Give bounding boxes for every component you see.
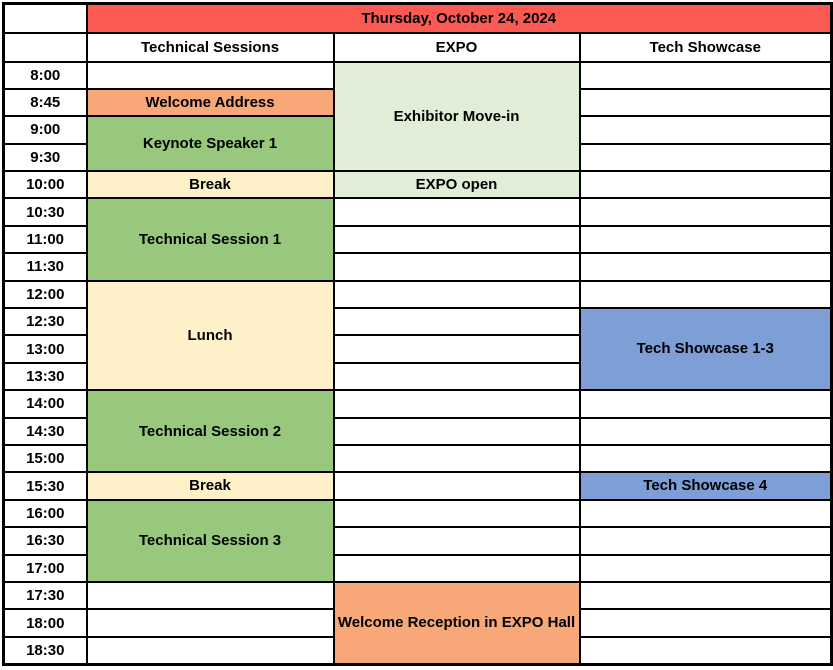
empty-cell: [332, 224, 581, 255]
time-cell: 16:30: [2, 526, 88, 556]
empty-cell: [578, 443, 833, 474]
empty-cell: [578, 553, 833, 583]
empty-cell: [578, 252, 833, 282]
event-keynote-speaker-1: Keynote Speaker 1: [85, 115, 335, 173]
event-exhibitor-move-in: Exhibitor Move-in: [332, 60, 581, 173]
empty-cell: [578, 142, 833, 173]
event-welcome-reception-in-expo-hall: Welcome Reception in EXPO Hall: [332, 580, 581, 666]
time-cell: 16:00: [2, 498, 88, 529]
event-welcome-address: Welcome Address: [85, 87, 335, 118]
time-cell: 14:30: [2, 416, 88, 446]
empty-cell: [332, 553, 581, 583]
schedule-title: Thursday, October 24, 2024: [85, 2, 833, 34]
empty-cell: [85, 635, 335, 666]
time-cell: 18:00: [2, 608, 88, 638]
empty-cell: [332, 526, 581, 556]
time-cell: 10:30: [2, 197, 88, 227]
empty-cell: [85, 580, 335, 611]
empty-cell: [578, 416, 833, 446]
time-cell: 8:00: [2, 60, 88, 90]
empty-cell: [332, 471, 581, 501]
time-cell: 9:30: [2, 142, 88, 173]
empty-cell: [332, 389, 581, 419]
time-cell: 17:00: [2, 553, 88, 583]
empty-cell: [578, 526, 833, 556]
time-cell: 8:45: [2, 87, 88, 118]
column-header-tech-showcase: Tech Showcase: [578, 31, 833, 63]
event-tech-showcase-4: Tech Showcase 4: [578, 471, 833, 501]
empty-cell: [85, 608, 335, 638]
time-cell: 14:00: [2, 389, 88, 419]
time-cell: 11:00: [2, 224, 88, 255]
empty-cell: [332, 361, 581, 392]
event-technical-session-1: Technical Session 1: [85, 197, 335, 282]
empty-cell: [578, 60, 833, 90]
empty-cell: [578, 224, 833, 255]
empty-cell: [332, 498, 581, 529]
empty-cell: [578, 635, 833, 666]
empty-cell: [85, 60, 335, 90]
time-cell: 11:30: [2, 252, 88, 282]
time-cell: 15:30: [2, 471, 88, 501]
time-cell: 17:30: [2, 580, 88, 611]
empty-cell: [578, 87, 833, 118]
time-cell: 9:00: [2, 115, 88, 145]
event-lunch: Lunch: [85, 279, 335, 392]
empty-cell: [332, 252, 581, 282]
event-expo-open: EXPO open: [332, 170, 581, 200]
event-tech-showcase-1-3: Tech Showcase 1-3: [578, 307, 833, 392]
time-cell: 13:00: [2, 334, 88, 364]
empty-cell: [332, 197, 581, 227]
time-cell: 12:00: [2, 279, 88, 310]
time-cell: 10:00: [2, 170, 88, 200]
event-technical-session-3: Technical Session 3: [85, 498, 335, 583]
column-header-expo: EXPO: [332, 31, 581, 63]
empty-cell: [578, 197, 833, 227]
empty-cell: [578, 389, 833, 419]
empty-cell: [332, 416, 581, 446]
event-break: Break: [85, 170, 335, 200]
time-column-header: [2, 31, 88, 63]
empty-cell: [332, 307, 581, 337]
event-break: Break: [85, 471, 335, 501]
event-technical-session-2: Technical Session 2: [85, 389, 335, 474]
empty-cell: [578, 608, 833, 638]
corner-cell: [2, 2, 88, 34]
time-cell: 12:30: [2, 307, 88, 337]
time-cell: 18:30: [2, 635, 88, 666]
column-header-technical-sessions: Technical Sessions: [85, 31, 335, 63]
time-cell: 13:30: [2, 361, 88, 392]
empty-cell: [578, 279, 833, 310]
time-cell: 15:00: [2, 443, 88, 474]
empty-cell: [578, 170, 833, 200]
empty-cell: [578, 115, 833, 145]
empty-cell: [332, 443, 581, 474]
empty-cell: [332, 334, 581, 364]
empty-cell: [332, 279, 581, 310]
empty-cell: [578, 498, 833, 529]
empty-cell: [578, 580, 833, 611]
